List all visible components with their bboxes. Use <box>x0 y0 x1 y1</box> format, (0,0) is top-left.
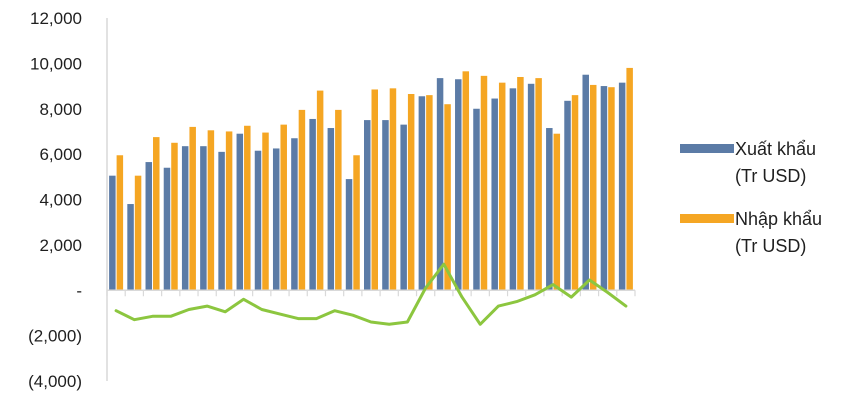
bar-import <box>498 82 506 291</box>
legend: Xuất khẩu (Tr USD) Nhập khẩu (Tr USD) <box>680 139 822 256</box>
y-tick-label: 6,000 <box>39 145 82 164</box>
legend-unit-import: (Tr USD) <box>735 236 806 256</box>
bar-export <box>254 150 262 291</box>
trade-balance-line <box>114 262 628 326</box>
legend-swatch-export <box>680 144 734 153</box>
bar-import <box>262 132 269 291</box>
bar-import <box>153 137 160 291</box>
bar-export <box>127 204 134 291</box>
bar-import <box>298 109 306 291</box>
bar-import <box>207 130 215 291</box>
bar-export <box>546 128 553 291</box>
y-tick-label: 2,000 <box>39 236 82 255</box>
legend-label-export: Xuất khẩu <box>735 139 816 159</box>
bar-import <box>589 84 597 291</box>
y-tick-label: - <box>76 281 82 300</box>
bar-import <box>189 126 196 291</box>
bar-export <box>364 120 371 291</box>
bar-export <box>527 83 535 291</box>
bar-import <box>462 71 470 291</box>
bar-export <box>309 118 316 291</box>
bar-export <box>218 151 225 291</box>
legend-swatch-import <box>680 214 734 223</box>
bar-export <box>618 82 626 291</box>
bar-export <box>509 88 517 291</box>
y-tick-label: 10,000 <box>30 54 82 73</box>
bar-import <box>571 95 579 291</box>
bar-import <box>389 88 397 291</box>
bar-export <box>436 78 444 291</box>
legend-label-import: Nhập khẩu <box>735 209 822 229</box>
bar-export <box>600 86 608 291</box>
bar-export <box>163 167 171 291</box>
bar-export <box>181 146 189 291</box>
bar-export <box>382 120 389 291</box>
bar-export <box>291 138 298 291</box>
bar-export <box>400 124 407 291</box>
bar-import <box>608 87 615 291</box>
bars <box>109 67 633 291</box>
legend-unit-export: (Tr USD) <box>735 166 806 186</box>
y-tick-label: (2,000) <box>28 327 82 346</box>
bar-export <box>145 162 153 291</box>
bar-import <box>280 124 287 291</box>
bar-export <box>582 74 589 291</box>
x-axis <box>106 289 636 297</box>
bar-export <box>200 146 207 291</box>
bar-import <box>316 90 324 291</box>
bar-export <box>327 128 335 291</box>
bar-export <box>345 179 353 291</box>
bar-import <box>444 104 451 291</box>
bar-export <box>236 133 244 291</box>
bar-import <box>535 78 542 291</box>
y-axis-labels: 12,000 10,000 8,000 6,000 4,000 2,000 - (2,000)… <box>28 9 82 391</box>
bar-import <box>116 155 124 291</box>
bar-export <box>109 175 116 291</box>
bar-import <box>371 89 378 291</box>
bar-import <box>335 109 342 291</box>
bar-import <box>480 75 488 291</box>
bar-export <box>455 79 462 291</box>
line-series <box>114 262 628 326</box>
bar-import <box>244 125 251 291</box>
bar-import <box>426 95 433 291</box>
bar-import <box>626 67 633 291</box>
bar-export <box>473 108 480 291</box>
y-tick-label: 12,000 <box>30 9 82 28</box>
bar-import <box>225 131 233 291</box>
bar-import <box>517 76 524 291</box>
bar-export <box>272 148 280 291</box>
bar-import <box>171 142 178 291</box>
bar-import <box>134 175 142 291</box>
bar-import <box>553 133 561 291</box>
bar-export <box>564 100 571 291</box>
bar-import <box>353 155 360 291</box>
bar-export <box>418 96 426 291</box>
y-tick-label: 4,000 <box>39 191 82 210</box>
y-tick-label: (4,000) <box>28 372 82 391</box>
bar-export <box>491 98 498 291</box>
bar-import <box>407 94 415 291</box>
y-tick-label: 8,000 <box>39 100 82 119</box>
